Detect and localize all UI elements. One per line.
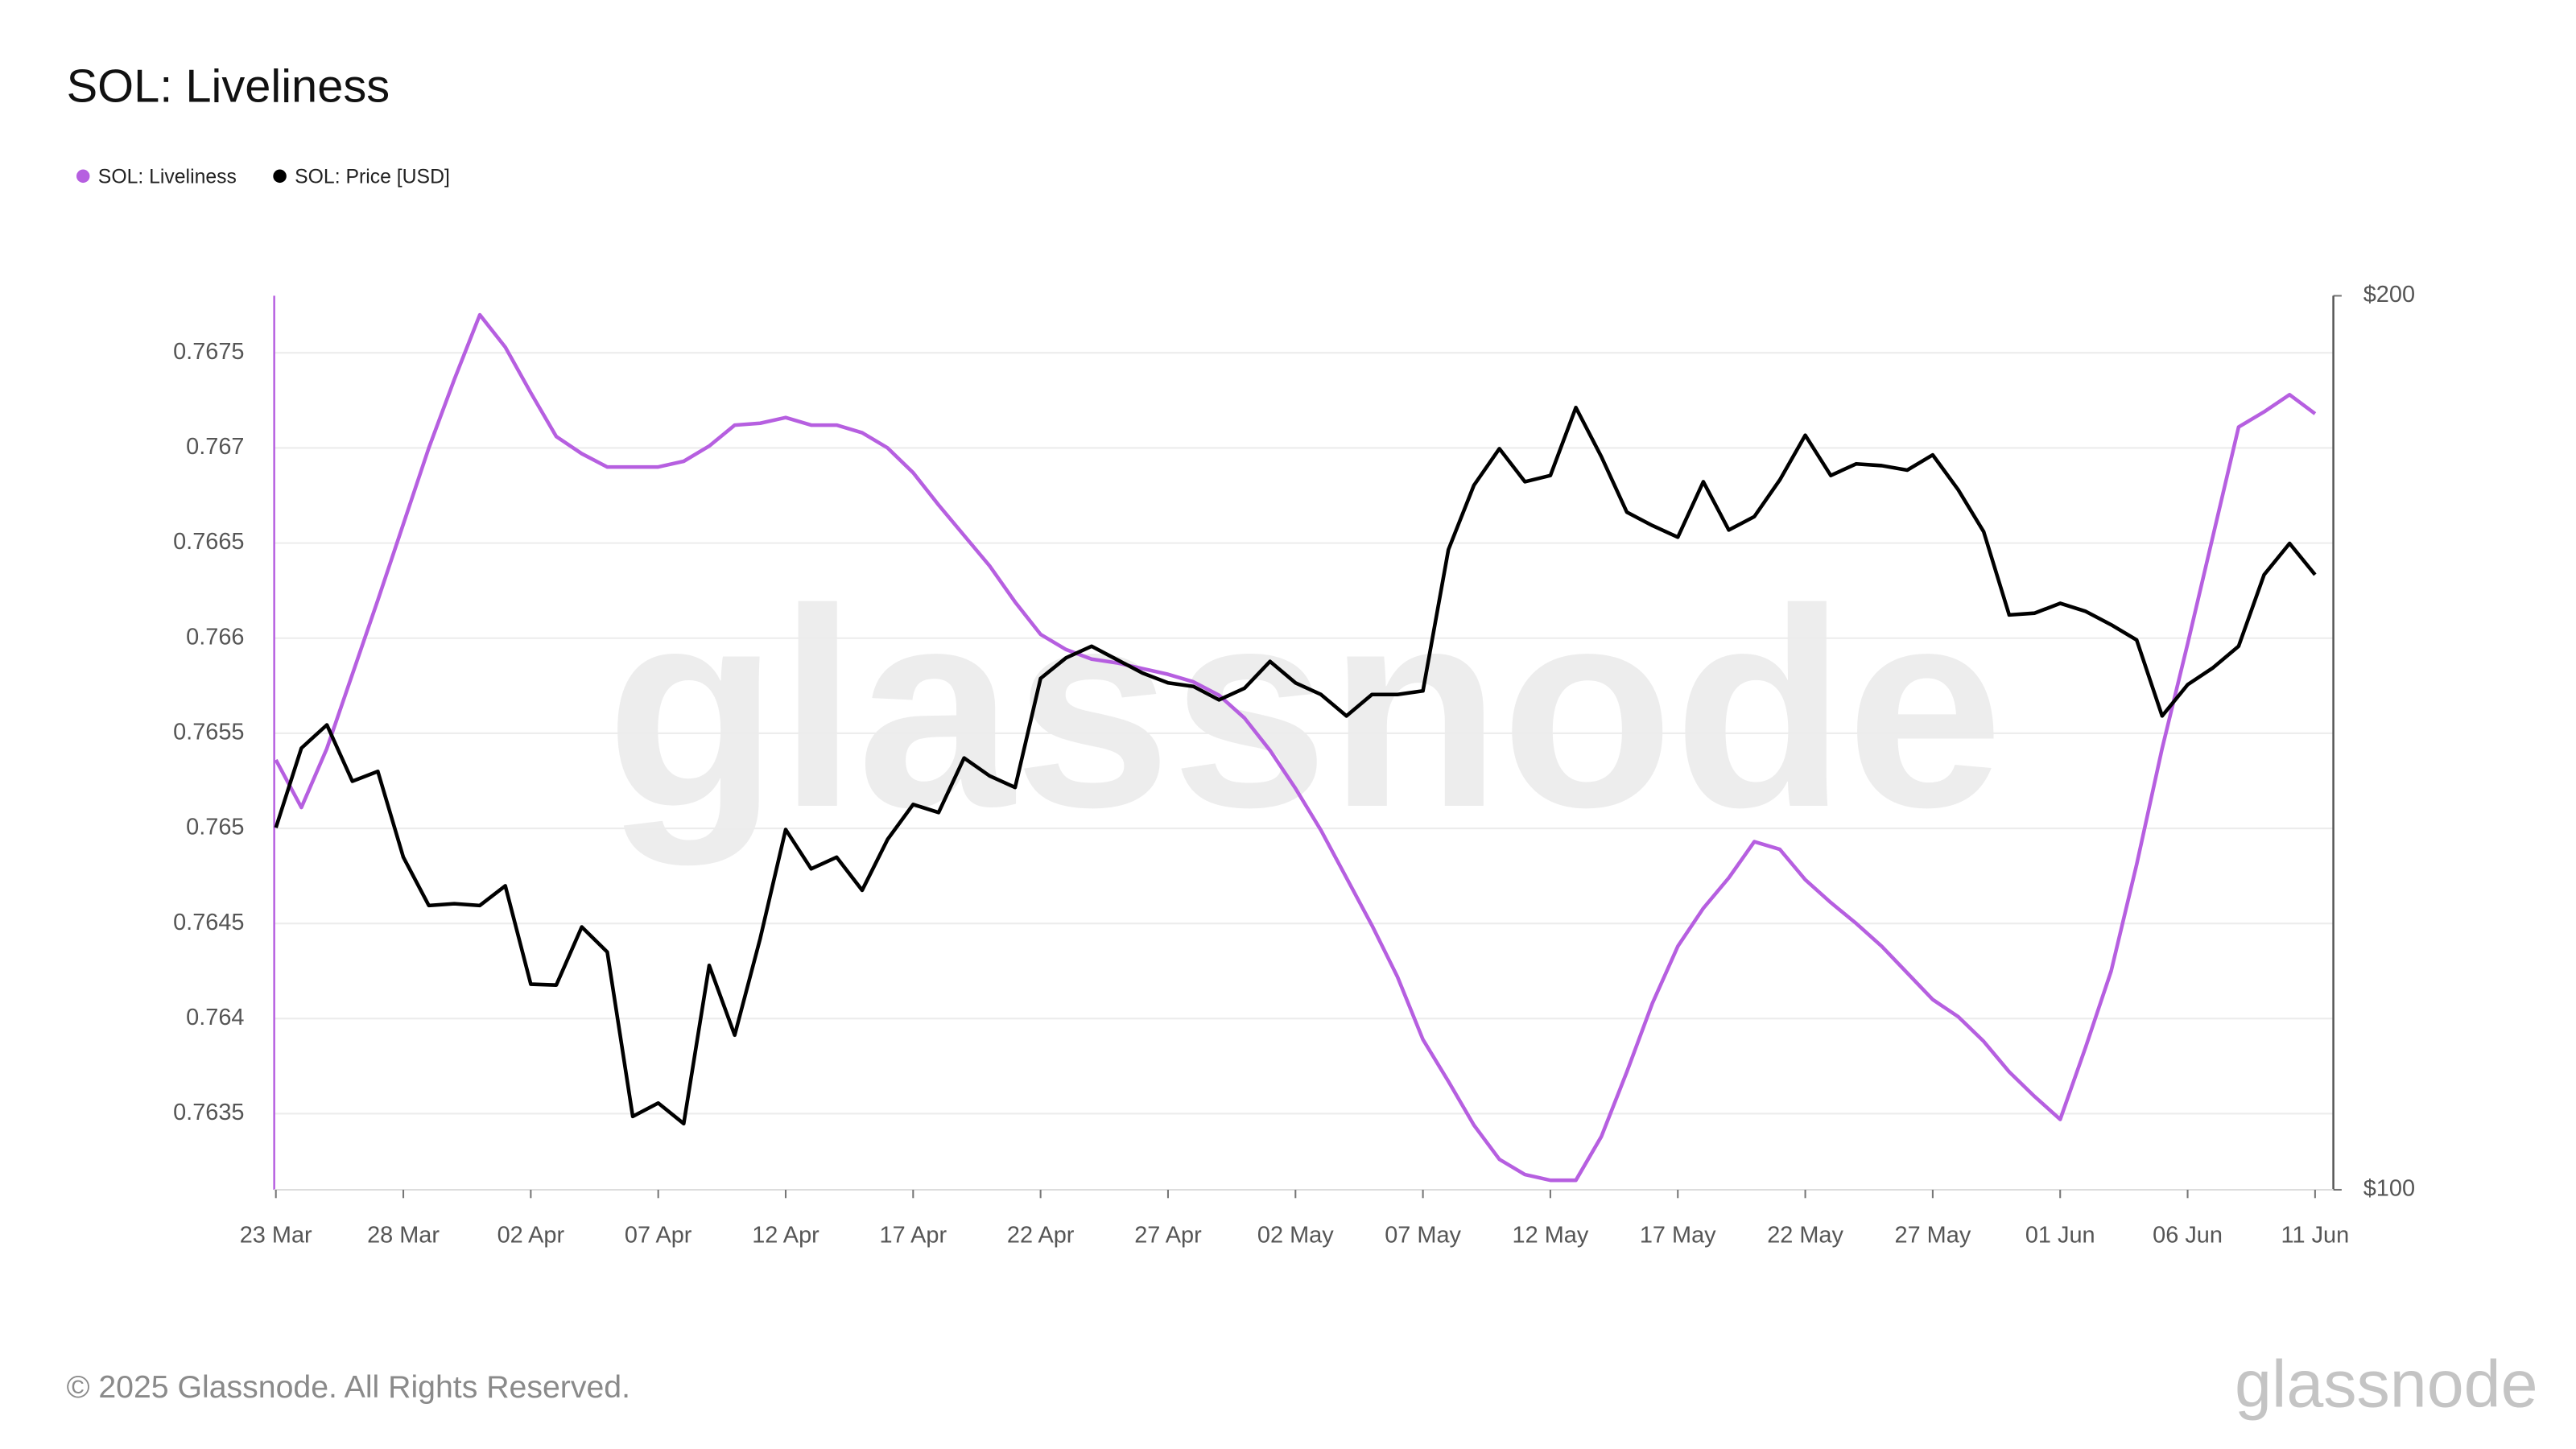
x-tick-label: 11 Jun	[2281, 1222, 2350, 1248]
y-tick-label: 0.7635	[173, 1100, 244, 1125]
y-tick-label: 0.7675	[173, 339, 244, 365]
x-tick-label: 12 Apr	[752, 1222, 819, 1248]
y-tick-label: 0.766	[186, 624, 244, 650]
y2-tick-label: $200	[2363, 282, 2415, 308]
legend-marker	[76, 169, 90, 184]
series-line	[274, 312, 2317, 1183]
y-tick-label: 0.7665	[173, 529, 244, 555]
series-line	[274, 405, 2317, 1126]
logo: glassnode	[2235, 1348, 2537, 1422]
y-tick-label: 0.765	[186, 815, 244, 840]
y-tick-label: 0.764	[186, 1005, 244, 1030]
x-tick-label: 02 May	[1257, 1222, 1334, 1248]
x-tick-label: 02 Apr	[497, 1222, 565, 1248]
x-tick-label: 22 Apr	[1007, 1222, 1075, 1248]
x-tick-label: 27 Apr	[1134, 1222, 1202, 1248]
chart-title: SOL: Liveliness	[67, 61, 390, 113]
x-tick-label: 07 May	[1385, 1222, 1461, 1248]
y-tick-label: 0.767	[186, 434, 244, 460]
x-tick-label: 01 Jun	[2025, 1222, 2095, 1248]
x-tick-label: 06 Jun	[2153, 1222, 2223, 1248]
legend-label: SOL: Price [USD]	[295, 166, 450, 188]
x-tick-label: 28 Mar	[367, 1222, 440, 1248]
x-tick-label: 22 May	[1767, 1222, 1843, 1248]
x-tick-label: 17 May	[1640, 1222, 1716, 1248]
x-tick-label: 27 May	[1895, 1222, 1971, 1248]
watermark: glassnode	[606, 551, 2004, 868]
x-tick-label: 17 Apr	[880, 1222, 947, 1248]
x-tick-label: 23 Mar	[240, 1222, 312, 1248]
x-tick-label: 07 Apr	[625, 1222, 692, 1248]
footer: © 2025 Glassnode. All Rights Reserved.	[67, 1369, 630, 1405]
y-tick-label: 0.7655	[173, 720, 244, 745]
legend-marker	[273, 169, 287, 184]
y-tick-label: 0.7645	[173, 910, 244, 935]
y2-tick-label: $100	[2363, 1176, 2415, 1202]
legend-label: SOL: Liveliness	[98, 166, 237, 188]
x-tick-label: 12 May	[1513, 1222, 1589, 1248]
